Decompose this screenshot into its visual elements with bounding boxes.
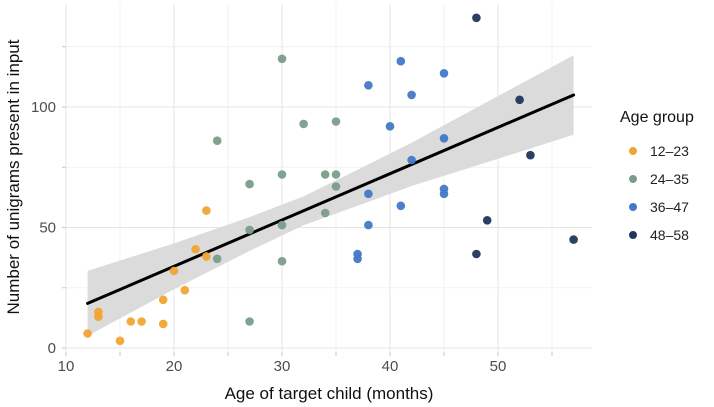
regression-line	[86, 93, 576, 305]
scatter-point	[472, 13, 481, 23]
legend-dot-icon	[629, 147, 637, 155]
confidence-ribbon	[87, 55, 574, 336]
scatter-point	[277, 220, 287, 230]
scatter-point	[364, 189, 373, 199]
scatter-point	[277, 54, 287, 64]
legend-title: Age group	[620, 109, 694, 126]
scatter-point	[320, 208, 330, 218]
scatter-point	[331, 170, 341, 179]
scatter-point	[385, 122, 395, 131]
scatter-point	[245, 317, 254, 326]
scatter-point	[169, 266, 179, 276]
scatter-point	[126, 317, 136, 326]
scatter-point	[526, 150, 535, 160]
scatter-point	[482, 216, 492, 225]
scatter-point	[331, 182, 341, 191]
scatter-point	[396, 56, 406, 66]
scatter-point	[212, 136, 222, 145]
y-tick-label: 0	[48, 340, 56, 357]
scatter-point	[245, 225, 254, 235]
scatter-point	[115, 336, 125, 346]
legend-dot-icon	[629, 203, 637, 211]
legend-entry: 24–35	[620, 165, 694, 193]
scatter-point	[439, 69, 449, 78]
scatter-point	[364, 81, 373, 90]
scatter-point	[180, 285, 190, 295]
x-axis-title: Age of target child (months)	[224, 384, 434, 403]
scatter-point	[407, 155, 416, 165]
scatter-point	[299, 119, 308, 129]
x-tick-label: 30	[274, 358, 291, 375]
scatter-point	[212, 254, 222, 264]
legend-entry-label: 24–35	[650, 171, 689, 187]
scatter-point	[320, 170, 330, 179]
scatter-point	[277, 256, 287, 266]
scatter-point	[407, 90, 416, 100]
scatter-point	[472, 249, 481, 259]
legend-entry: 12–23	[620, 137, 694, 165]
x-tick-label: 40	[382, 358, 399, 375]
scatter-point	[439, 184, 449, 194]
y-tick-label: 50	[39, 220, 56, 237]
legend-entry: 48–58	[620, 221, 694, 249]
scatter-point	[515, 95, 524, 105]
legend-entry-label: 12–23	[650, 143, 689, 159]
legend-entry-label: 48–58	[650, 227, 689, 243]
scatter-point	[158, 295, 168, 305]
legend-entries: 12–23 24–35 36–47 48–58	[620, 137, 694, 249]
scatter-point	[353, 249, 362, 259]
scatter-point	[83, 329, 92, 338]
legend-dot-icon	[629, 175, 637, 183]
scatter-point	[94, 312, 103, 322]
scatter-point	[191, 244, 200, 254]
legend-dot-icon	[629, 231, 637, 239]
scatter-point	[202, 206, 211, 215]
scatter-point	[364, 220, 373, 230]
scatter-point	[137, 317, 146, 326]
y-axis-title-text: Number of unigrams present in input	[4, 39, 23, 315]
legend-entry-label: 36–47	[650, 199, 689, 215]
legend: Age group 12–23 24–35 36–47 48–58	[620, 108, 694, 249]
scatter-point	[277, 170, 287, 179]
scatter-point	[331, 117, 341, 126]
x-tick-label: 10	[58, 358, 75, 375]
scatter-point	[569, 235, 578, 244]
scatter-point	[396, 201, 406, 211]
x-tick-label: 20	[166, 358, 183, 375]
scatter-point	[158, 319, 168, 329]
legend-entry: 36–47	[620, 193, 694, 221]
scatter-point	[439, 134, 449, 143]
x-tick-label: 50	[490, 358, 507, 375]
scatter-point	[245, 179, 254, 189]
y-tick-label: 100	[31, 99, 56, 116]
scatter-point	[202, 252, 211, 261]
